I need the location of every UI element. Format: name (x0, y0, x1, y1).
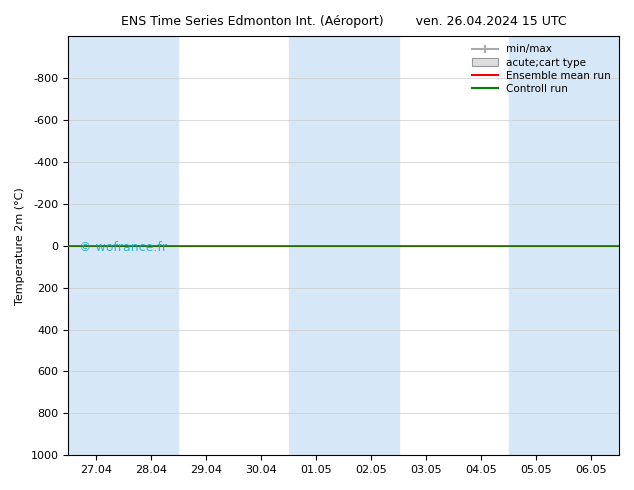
Title: ENS Time Series Edmonton Int. (Aéroport)        ven. 26.04.2024 15 UTC: ENS Time Series Edmonton Int. (Aéroport)… (121, 15, 566, 28)
Text: © wofrance.fr: © wofrance.fr (79, 241, 167, 254)
Bar (68, 36, 124, 455)
Legend: min/max, acute;cart type, Ensemble mean run, Controll run: min/max, acute;cart type, Ensemble mean … (469, 41, 614, 97)
Bar (509, 36, 564, 455)
Bar (124, 36, 178, 455)
Bar (288, 36, 344, 455)
Bar (344, 36, 399, 455)
Y-axis label: Temperature 2m (°C): Temperature 2m (°C) (15, 187, 25, 305)
Bar (564, 36, 619, 455)
